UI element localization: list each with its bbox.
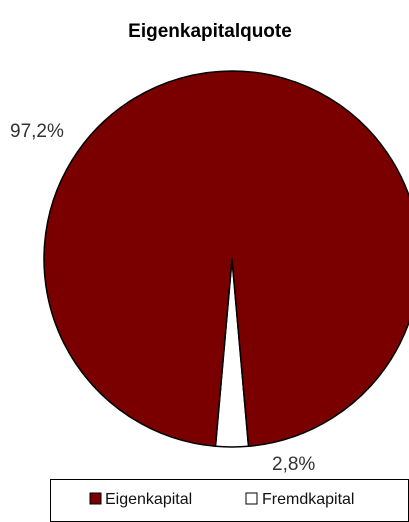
data-label-eigenkapital: 97,2%	[10, 121, 64, 142]
data-label-fremdkapital: 2,8%	[272, 454, 315, 475]
legend-label-fremdkapital: Fremdkapital	[262, 491, 354, 508]
legend-box	[50, 479, 409, 522]
legend-swatch-fremdkapital	[245, 492, 258, 505]
legend-label-eigenkapital: Eigenkapital	[105, 491, 192, 508]
chart-title: Eigenkapitalquote	[128, 21, 292, 42]
pie-slice-eigenkapital	[43, 70, 409, 448]
legend-swatch-eigenkapital	[89, 492, 102, 505]
legend: Eigenkapital Fremdkapital	[50, 479, 409, 522]
pie-slices	[43, 70, 409, 448]
